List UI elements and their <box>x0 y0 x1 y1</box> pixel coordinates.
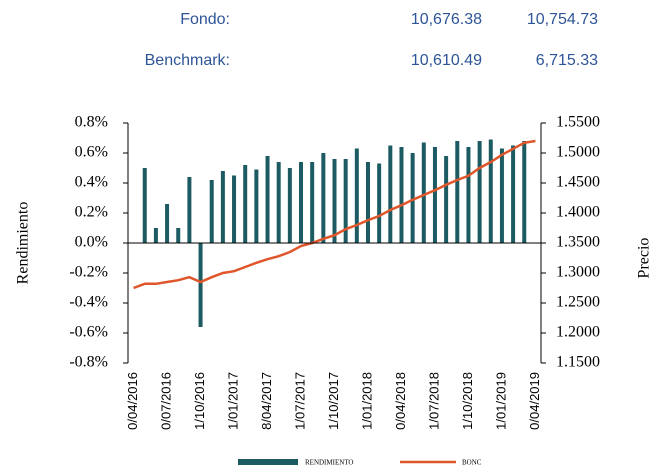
bar <box>466 147 471 243</box>
bar <box>343 159 348 243</box>
y2-tick-label: 1.5000 <box>556 144 600 161</box>
bar <box>511 145 516 243</box>
bar <box>321 153 326 243</box>
bar <box>332 159 337 243</box>
bar <box>254 169 259 243</box>
bar <box>354 148 359 243</box>
bar <box>455 141 460 243</box>
x-tick-label: 1/01/2019 <box>493 372 508 430</box>
y-tick-label: 0.8% <box>75 114 108 131</box>
bar <box>176 228 181 243</box>
bar <box>444 156 449 243</box>
bar <box>198 243 203 327</box>
x-tick-label: 0/04/2019 <box>527 372 542 430</box>
y-tick-label: -0.2% <box>69 264 108 281</box>
x-tick-label: 1/01/2017 <box>225 372 240 430</box>
bar <box>165 204 170 243</box>
row-label: Benchmark: <box>145 52 230 69</box>
bar <box>488 139 493 243</box>
line <box>133 139 536 290</box>
x-tick-label: 0/04/2016 <box>125 372 140 430</box>
row-value: 10,676.38 <box>411 11 482 28</box>
y-axis-title: Rendimiento <box>15 202 32 285</box>
y2-tick-label: 1.5500 <box>556 114 600 131</box>
bar <box>220 171 225 243</box>
bar <box>287 168 292 243</box>
bar <box>265 156 270 243</box>
x-tick-label: 1/07/2018 <box>426 372 441 430</box>
y-tick-label: 0.6% <box>75 144 108 161</box>
bar <box>377 163 382 243</box>
legend-label: BONC <box>462 459 482 467</box>
bar <box>243 165 248 243</box>
x-tick-label: 1/10/2018 <box>460 372 475 430</box>
y-tick-label: -0.8% <box>69 354 108 371</box>
bar <box>477 141 482 243</box>
x-tick-label: 0/04/2018 <box>393 372 408 430</box>
row-value: 6,715.33 <box>536 52 598 69</box>
y-tick-label: 0.4% <box>75 174 108 191</box>
bar <box>421 142 426 243</box>
y2-tick-label: 1.4000 <box>556 204 600 221</box>
y2-tick-label: 1.3000 <box>556 264 600 281</box>
bar <box>499 148 504 243</box>
y2-tick-label: 1.3500 <box>556 234 600 251</box>
y2-tick-label: 1.1500 <box>556 354 600 371</box>
y-tick-label: -0.6% <box>69 324 108 341</box>
x-tick-label: 1/10/2016 <box>192 372 207 430</box>
bar <box>153 228 158 243</box>
bar <box>232 175 237 243</box>
bar <box>388 145 393 243</box>
bar <box>209 180 214 243</box>
y-tick-label: 0.2% <box>75 204 108 221</box>
x-tick-label: 0/07/2016 <box>159 372 174 430</box>
bar <box>399 147 404 243</box>
x-tick-label: 1/01/2018 <box>359 372 374 430</box>
y2-tick-label: 1.4500 <box>556 174 600 191</box>
bar <box>522 141 527 243</box>
legend-swatch <box>238 459 298 465</box>
y2-tick-label: 1.2000 <box>556 324 600 341</box>
y-tick-label: -0.4% <box>69 294 108 311</box>
x-tick-label: 1/10/2017 <box>326 372 341 430</box>
y-tick-label: 0.0% <box>75 234 108 251</box>
bar <box>299 162 304 243</box>
bar <box>276 162 281 243</box>
bar <box>142 168 147 243</box>
row-value: 10,610.49 <box>411 52 482 69</box>
x-tick-label: 1/07/2017 <box>292 372 307 430</box>
bar <box>187 177 192 243</box>
legend-label: RENDIMIENTO <box>305 459 353 467</box>
bar <box>310 162 315 243</box>
y2-tick-label: 1.2500 <box>556 294 600 311</box>
bar <box>410 153 415 243</box>
bar <box>365 162 370 243</box>
row-value: 10,754.73 <box>527 11 598 28</box>
row-label: Fondo: <box>180 11 230 28</box>
bar <box>432 147 437 243</box>
x-tick-label: 8/04/2017 <box>259 372 274 430</box>
y2-axis-title: Precio <box>636 238 653 279</box>
